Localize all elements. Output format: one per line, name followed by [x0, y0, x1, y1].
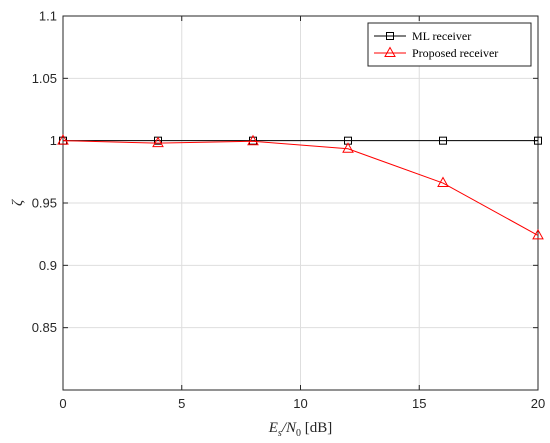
x-axis-title-part: /N: [281, 420, 297, 436]
data-point: [437, 176, 449, 188]
x-tick-label: 20: [531, 396, 545, 411]
data-point: [342, 142, 354, 153]
x-axis-title-part: E: [268, 420, 278, 436]
x-axis-title-sub: 0: [296, 428, 301, 439]
series-line: [62, 140, 539, 236]
x-axis-title: Es/N0 [dB]: [268, 420, 333, 439]
y-tick-label: 1.1: [39, 9, 57, 24]
legend-marker: [384, 46, 396, 57]
data-point: [247, 134, 259, 146]
series-layer: [57, 134, 544, 240]
y-tick-label: 0.95: [32, 196, 57, 211]
y-tick-label: 1: [50, 133, 57, 148]
legend-label: ML receiver: [412, 29, 471, 43]
data-point: [152, 136, 164, 148]
data-point: [57, 134, 69, 145]
data-point: [532, 228, 544, 240]
data-point: [534, 136, 542, 145]
x-tick-label: 0: [59, 396, 66, 411]
y-tick-label: 0.9: [39, 258, 57, 273]
legend-box: [367, 22, 532, 67]
legend-marker: [386, 32, 394, 40]
y-tick-label: 0.85: [32, 320, 57, 335]
x-axis-title-sub: s: [278, 428, 282, 439]
x-tick-label: 15: [412, 396, 426, 411]
data-point: [439, 136, 447, 145]
data-point: [249, 136, 257, 145]
x-axis-title-unit: [dB]: [301, 420, 332, 436]
legend: ML receiver Proposed receiver: [367, 22, 532, 67]
x-tick-label: 10: [293, 396, 307, 411]
legend-label: Proposed receiver: [412, 46, 498, 60]
series-2: [57, 134, 544, 240]
axis-ticks: 0 5 10 15 20 0.85 0.9 0.95 1 1.05 1.1: [32, 9, 546, 412]
grid: [62, 15, 539, 390]
x-tick-label: 5: [178, 396, 185, 411]
legend-entry: ML receiver: [374, 29, 471, 43]
y-axis-title: ζ: [10, 199, 26, 206]
y-tick-label: 1.05: [32, 71, 57, 86]
legend-entry: Proposed receiver: [374, 46, 498, 60]
